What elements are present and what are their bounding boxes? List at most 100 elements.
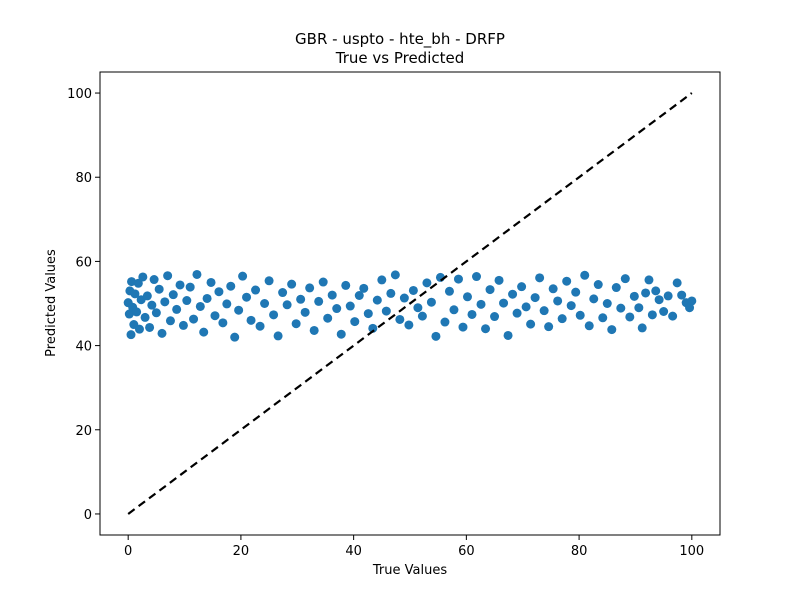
data-point — [278, 288, 288, 298]
data-point — [687, 296, 697, 306]
data-point — [535, 273, 545, 283]
data-point — [467, 309, 477, 319]
data-point — [323, 313, 333, 323]
data-point — [458, 322, 468, 332]
data-point — [377, 275, 387, 285]
data-point — [157, 328, 167, 338]
y-tick-label: 20 — [75, 424, 92, 439]
data-point — [426, 297, 436, 307]
data-point — [566, 301, 576, 311]
data-points — [123, 269, 697, 342]
data-point — [202, 293, 212, 303]
data-point — [341, 280, 351, 290]
data-point — [494, 275, 504, 285]
data-point — [238, 271, 248, 281]
data-point — [584, 321, 594, 331]
data-point — [453, 274, 463, 284]
data-point — [472, 272, 482, 282]
data-point — [629, 291, 639, 301]
data-point — [126, 330, 136, 340]
data-point — [242, 292, 252, 302]
data-point — [580, 270, 590, 280]
data-point — [332, 304, 342, 314]
data-point — [345, 301, 355, 311]
data-point — [395, 314, 405, 324]
data-point — [381, 306, 391, 316]
x-tick-label: 60 — [458, 544, 475, 559]
data-point — [625, 312, 635, 322]
data-point — [517, 282, 527, 292]
data-point — [195, 301, 205, 311]
data-point — [165, 316, 175, 326]
data-point — [575, 310, 585, 320]
data-point — [659, 307, 669, 316]
x-tick-label: 20 — [233, 544, 250, 559]
y-tick-label: 100 — [67, 87, 92, 102]
data-point — [151, 308, 161, 318]
data-point — [189, 314, 199, 324]
data-point — [589, 294, 599, 304]
data-point — [562, 276, 572, 286]
data-point — [607, 325, 617, 335]
data-point — [644, 275, 654, 285]
data-point — [305, 283, 315, 293]
data-point — [598, 313, 608, 323]
identity-reference-line — [127, 92, 693, 515]
data-point — [260, 299, 270, 308]
data-point — [134, 324, 144, 334]
data-point — [508, 289, 518, 299]
data-point — [444, 286, 454, 296]
data-point — [616, 303, 626, 313]
x-axis-label: True Values — [372, 563, 447, 578]
data-point — [499, 298, 509, 308]
chart-subtitle: True vs Predicted — [335, 49, 465, 67]
data-point — [142, 291, 152, 301]
x-tick-label: 0 — [124, 544, 132, 559]
data-point — [264, 276, 274, 286]
data-point — [130, 289, 140, 299]
data-point — [602, 299, 612, 308]
data-point — [138, 272, 148, 282]
data-point — [296, 294, 306, 304]
data-point — [172, 304, 182, 314]
data-point — [127, 277, 137, 287]
x-tick-label: 100 — [679, 544, 704, 559]
data-point — [168, 290, 178, 300]
data-point — [620, 274, 630, 284]
data-point — [672, 278, 682, 288]
data-point — [251, 285, 261, 295]
data-point — [557, 314, 567, 324]
chart-title: GBR - uspto - hte_bh - DRFP — [295, 30, 505, 48]
data-point — [481, 324, 491, 334]
data-point — [218, 318, 228, 328]
data-point — [336, 329, 346, 339]
data-point — [449, 305, 459, 315]
y-axis-label: Predicted Values — [44, 249, 59, 357]
data-point — [287, 279, 297, 289]
data-point — [386, 288, 396, 298]
data-point — [255, 321, 265, 331]
data-point — [544, 322, 554, 332]
data-point — [593, 280, 603, 290]
data-point — [462, 292, 472, 302]
x-axis-ticks: 0 20 40 60 80 100 — [124, 535, 704, 559]
data-point — [300, 307, 310, 317]
data-point — [485, 285, 495, 295]
data-point — [530, 293, 540, 303]
data-point — [222, 299, 232, 309]
data-point — [327, 290, 337, 300]
data-point — [571, 287, 581, 297]
data-point — [526, 319, 536, 329]
data-point — [354, 291, 364, 300]
data-point — [163, 271, 173, 281]
data-point — [133, 278, 143, 288]
data-point — [140, 312, 150, 322]
data-point — [214, 287, 224, 297]
data-point — [234, 305, 244, 315]
data-point — [363, 309, 373, 319]
data-point — [663, 291, 673, 301]
data-point — [178, 320, 188, 330]
data-point — [154, 284, 164, 294]
data-point — [124, 309, 134, 319]
